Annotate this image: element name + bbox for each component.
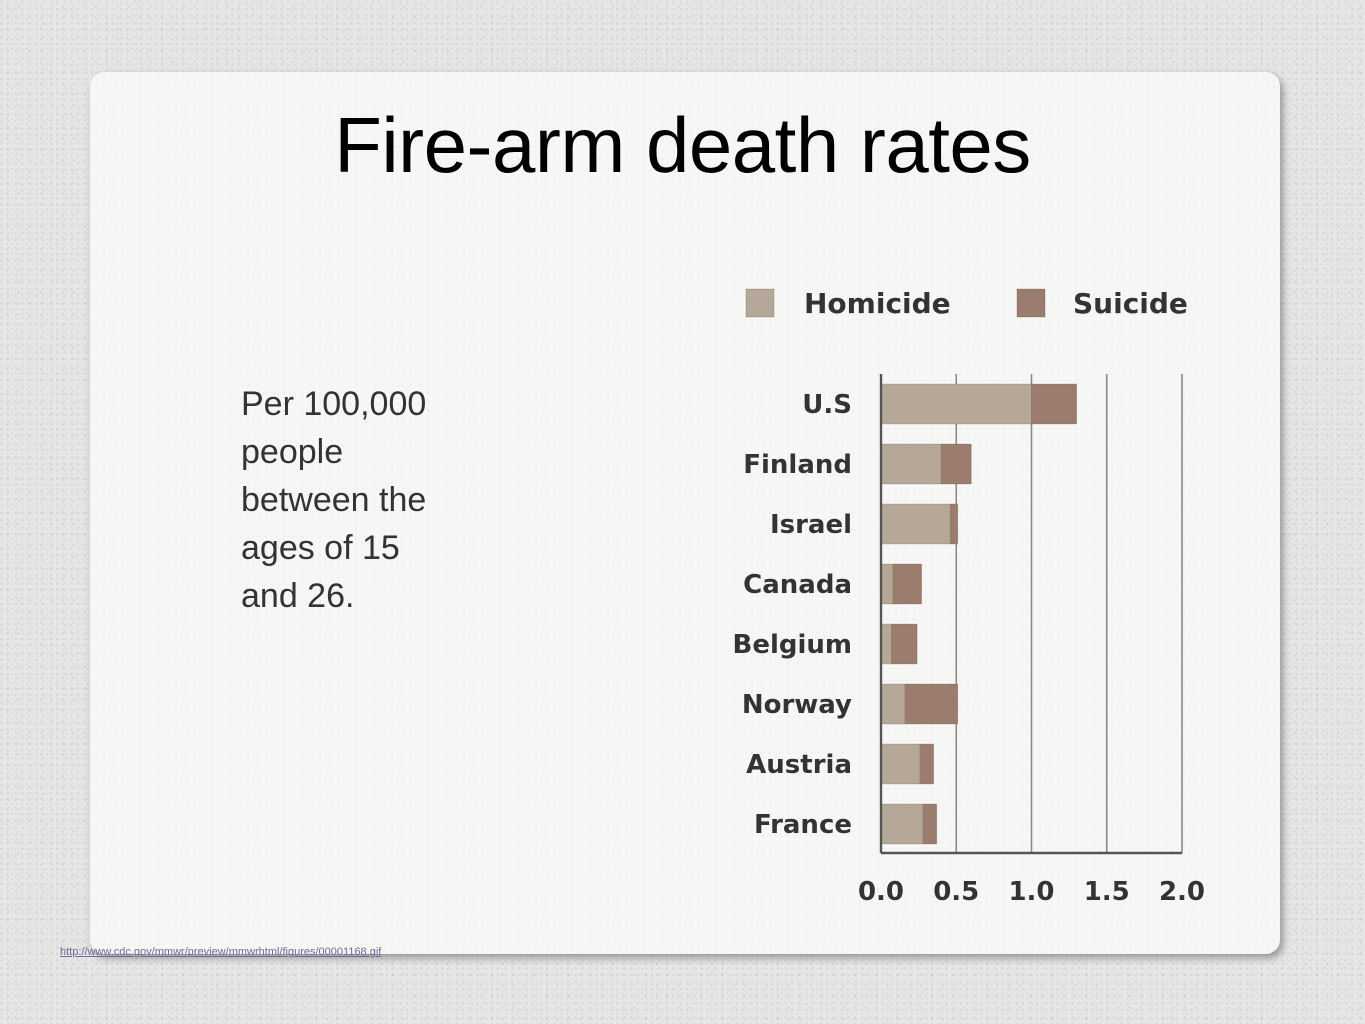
chart-tick-labels: 0.0 0.5 1.0 1.5 2.0	[858, 877, 1205, 907]
category-label-canada: Canada	[743, 570, 852, 600]
chart-note: Per 100,000 people between the ages of 1…	[241, 385, 427, 615]
category-label-france: France	[754, 810, 852, 840]
legend-label-homicide: Homicide	[804, 287, 951, 320]
category-label-austria: Austria	[746, 750, 852, 780]
bar-u-s-suicide	[1031, 383, 1078, 425]
chart-axis	[879, 374, 1182, 855]
chart-legend: Homicide Suicide	[745, 287, 1188, 320]
bar-norway-homicide	[880, 683, 906, 725]
chart-bars	[880, 383, 1078, 845]
bar-austria-homicide	[880, 743, 921, 785]
bar-canada-suicide	[892, 563, 923, 605]
legend-label-suicide: Suicide	[1073, 287, 1188, 320]
bar-finland-suicide	[940, 443, 972, 485]
bar-austria-suicide	[919, 743, 935, 785]
x-tick-label-0: 0.0	[858, 877, 904, 907]
slide-title: Fire-arm death rates	[334, 101, 1031, 189]
chart-category-labels: U.S Finland Israel Canada Belgium Norway Austr…	[733, 390, 853, 840]
x-tick-label-3: 1.5	[1084, 877, 1130, 907]
x-tick-label-1: 0.5	[933, 877, 979, 907]
bar-canada-homicide	[880, 563, 894, 605]
legend-swatch-suicide	[1016, 288, 1046, 318]
bar-u-s-homicide	[880, 383, 1032, 425]
category-label-belgium: Belgium	[733, 630, 853, 660]
legend-swatch-homicide	[745, 288, 775, 318]
bar-france-suicide	[922, 803, 938, 845]
x-tick-label-2: 1.0	[1008, 877, 1054, 907]
slide-panel	[90, 72, 1280, 954]
x-tick-label-4: 2.0	[1159, 877, 1205, 907]
source-link[interactable]: http://www.cdc.gov/mmwr/preview/mmwrhtml…	[60, 946, 382, 958]
category-label-israel: Israel	[770, 510, 852, 540]
category-label-u-s: U.S	[802, 390, 852, 420]
bar-belgium-homicide	[880, 623, 892, 665]
bar-israel-homicide	[880, 503, 951, 545]
category-label-finland: Finland	[743, 450, 852, 480]
bar-belgium-suicide	[891, 623, 918, 665]
bar-israel-suicide	[949, 503, 959, 545]
chart-grid	[955, 374, 1183, 853]
bar-norway-suicide	[904, 683, 959, 725]
bar-france-homicide	[880, 803, 924, 845]
bar-finland-homicide	[880, 443, 942, 485]
category-label-norway: Norway	[742, 690, 852, 720]
